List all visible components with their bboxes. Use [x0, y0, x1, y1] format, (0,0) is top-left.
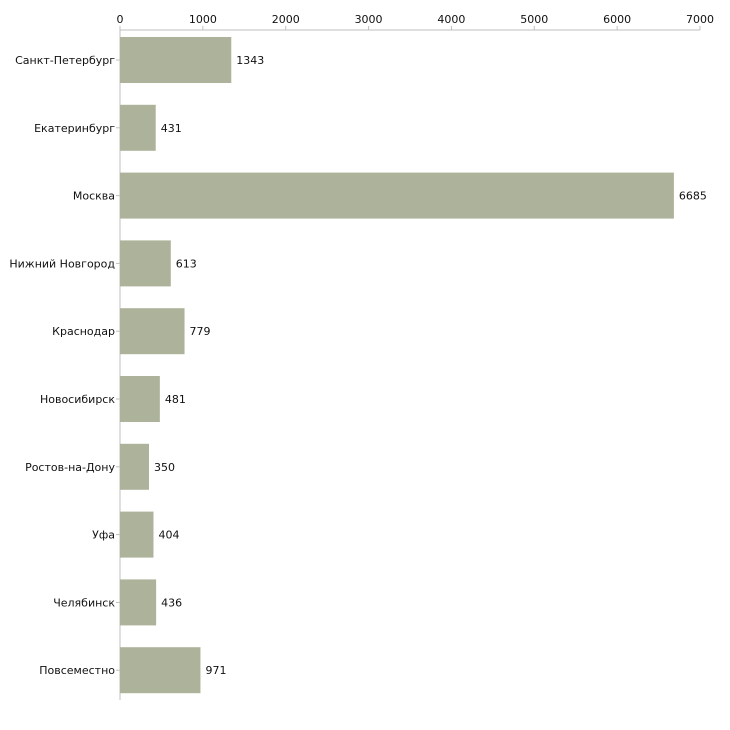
- category-label: Екатеринбург: [34, 122, 115, 135]
- category-label: Уфа: [92, 529, 115, 542]
- x-tick-label: 7000: [686, 13, 714, 26]
- category-label: Новосибирск: [40, 393, 115, 406]
- bar: [120, 37, 232, 83]
- x-tick-label: 6000: [603, 13, 631, 26]
- x-tick-label: 0: [117, 13, 124, 26]
- bar: [120, 308, 185, 355]
- value-label: 481: [165, 393, 186, 406]
- bar: [120, 240, 171, 287]
- bars-group: [120, 37, 674, 694]
- labels-group: 0 1000 2000 3000 4000 5000 6000 7000 Санкт-Петер…: [9, 13, 714, 677]
- axis-group: [116, 26, 701, 700]
- category-label: Ростов-на-Дону: [25, 461, 115, 474]
- category-label: Санкт-Петербург: [15, 54, 115, 67]
- category-label: Повсеместно: [39, 664, 115, 677]
- category-label: Москва: [73, 190, 115, 203]
- value-label: 404: [158, 529, 179, 542]
- x-tick-label: 2000: [272, 13, 300, 26]
- x-tick-label: 4000: [437, 13, 465, 26]
- value-label: 613: [176, 257, 197, 270]
- category-label: Челябинск: [53, 596, 115, 609]
- bar: [120, 376, 160, 422]
- bar: [120, 579, 157, 626]
- bar: [120, 104, 156, 151]
- category-label: Краснодар: [52, 325, 115, 338]
- x-tick-label: 3000: [355, 13, 383, 26]
- value-label: 779: [190, 325, 211, 338]
- x-tick-label: 1000: [189, 13, 217, 26]
- bar: [120, 443, 149, 490]
- value-label: 350: [154, 461, 175, 474]
- value-label: 431: [161, 122, 182, 135]
- value-label: 6685: [679, 190, 707, 203]
- x-tick-label: 5000: [520, 13, 548, 26]
- bar: [120, 172, 674, 219]
- category-label: Нижний Новгород: [9, 257, 115, 270]
- value-label: 971: [205, 664, 226, 677]
- bar: [120, 511, 154, 558]
- bar: [120, 647, 201, 694]
- value-label: 1343: [236, 54, 264, 67]
- value-label: 436: [161, 596, 182, 609]
